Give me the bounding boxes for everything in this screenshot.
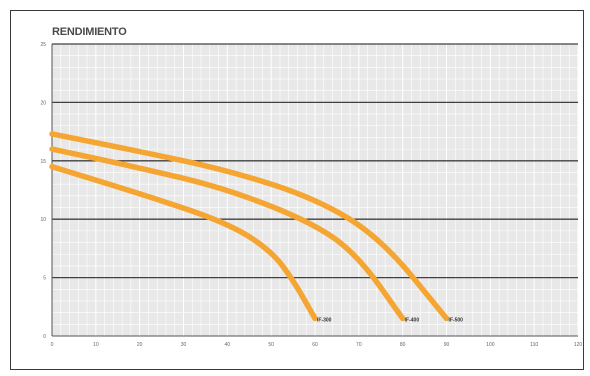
y-tick-label: 0: [43, 334, 46, 340]
x-tick-label: 10: [93, 342, 99, 348]
x-tick-label: 100: [486, 342, 495, 348]
x-tick-label: 110: [530, 342, 538, 348]
y-tick-label: 15: [40, 159, 46, 165]
series-label: IF-500: [449, 317, 464, 323]
x-tick-label: 40: [225, 342, 231, 348]
x-tick-label: 60: [312, 342, 318, 348]
x-tick-label: 20: [137, 342, 143, 348]
x-tick-label: 30: [181, 342, 187, 348]
x-tick-label: 120: [574, 342, 583, 348]
y-tick-label: 20: [40, 100, 46, 106]
x-tick-label: 80: [400, 342, 406, 348]
series-line-if-500: [49, 131, 450, 322]
series-label: IF-400: [405, 317, 420, 323]
chart-title: RENDIMIENTO: [52, 26, 127, 38]
x-tick-label: 70: [356, 342, 362, 348]
series-line-if-400: [49, 146, 406, 322]
y-tick-label: 25: [40, 42, 46, 48]
x-tick-label: 0: [51, 342, 54, 348]
x-tick-label: 50: [268, 342, 274, 348]
y-tick-label: 5: [43, 276, 46, 282]
y-tick-label: 10: [40, 217, 46, 223]
series-label: IF-300: [317, 317, 332, 323]
series-line-if-300: [49, 163, 318, 322]
x-tick-label: 90: [444, 342, 450, 348]
